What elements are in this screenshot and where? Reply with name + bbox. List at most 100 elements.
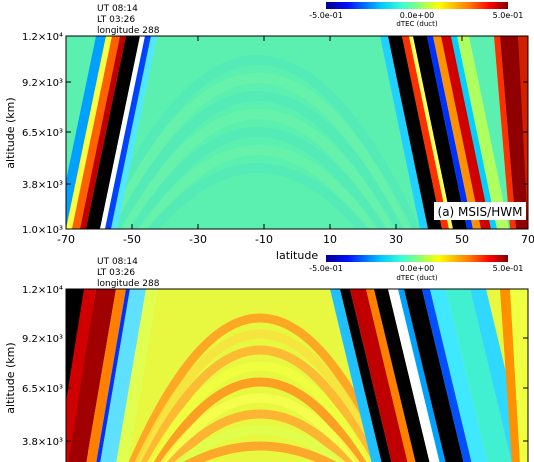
panel-b-arc bbox=[183, 441, 337, 462]
panel-a: UT 08:14 LT 03:26 longitude 288 -5.0e-01… bbox=[4, 2, 534, 262]
panel-b-right-band bbox=[388, 289, 440, 462]
panel-b-left-band bbox=[86, 289, 126, 462]
panel-b-info-lt: LT 03:26 bbox=[97, 268, 135, 278]
panel-b-colorbar-max: 5.0e-01 bbox=[493, 264, 524, 273]
panel-a-left-band bbox=[72, 36, 120, 229]
x-tick-label: 70 bbox=[521, 233, 534, 246]
panel-a-right-band bbox=[402, 36, 449, 229]
panel-b-right-band bbox=[446, 289, 512, 462]
y-tick-label: 3.8×10³ bbox=[22, 437, 63, 448]
panel-b-right-band bbox=[350, 289, 408, 462]
panel-b-colorbar: -5.0e-01 0.0e+00 5.0e-01 dTEC (duct) bbox=[309, 255, 523, 282]
panel-a-info-ut: UT 08:14 bbox=[97, 4, 138, 14]
panel-a-arc bbox=[129, 127, 387, 229]
x-tick-label: 50 bbox=[455, 233, 469, 246]
panel-b-colorbar-scale bbox=[326, 255, 508, 262]
y-tick-label: 6.5×10³ bbox=[22, 384, 63, 395]
panel-b-plot-area bbox=[66, 289, 528, 462]
panel-a-arc bbox=[146, 163, 370, 229]
panel-a-colorbar-min: -5.0e-01 bbox=[309, 11, 343, 20]
panel-b-arc bbox=[160, 393, 360, 462]
panel-a-arc bbox=[137, 145, 379, 229]
y-tick-label: 9.2×10³ bbox=[22, 334, 63, 345]
x-tick-label: -50 bbox=[123, 233, 141, 246]
panel-a-right-band bbox=[441, 36, 491, 229]
x-tick-label: -10 bbox=[255, 233, 273, 246]
panel-b-y-axis: 3.8×10³ 6.5×10³ 9.2×10³ 1.2×10⁴ bbox=[22, 285, 528, 448]
panel-b-arc bbox=[141, 345, 379, 462]
panel-b-arc bbox=[174, 425, 346, 462]
panel-b-right-band bbox=[366, 289, 416, 462]
panel-b-right-band bbox=[404, 289, 464, 462]
panel-a-right-band bbox=[409, 36, 453, 229]
panel-b-frame bbox=[65, 288, 529, 462]
panel-a-arc bbox=[120, 109, 396, 229]
y-tick-label: 1.2×10⁴ bbox=[22, 285, 63, 296]
panel-a-left-band bbox=[80, 36, 126, 229]
panel-a-left-band bbox=[111, 36, 157, 229]
panel-a-colorbar-mid: 0.0e+00 bbox=[400, 11, 435, 20]
y-tick-label: 1.2×10⁴ bbox=[22, 32, 63, 43]
panel-b-right-band bbox=[430, 289, 488, 462]
panel-b-info-ut: UT 08:14 bbox=[97, 257, 138, 267]
panel-a-colorbar-max: 5.0e-01 bbox=[493, 11, 524, 20]
x-tick-label: 10 bbox=[323, 233, 337, 246]
panel-a-right-band bbox=[380, 36, 428, 229]
y-tick-label: 9.2×10³ bbox=[22, 78, 63, 89]
panel-b: UT 08:14 LT 03:26 longitude 288 -5.0e-01… bbox=[4, 255, 529, 462]
panel-b-left-band bbox=[66, 289, 96, 462]
panel-b-right-band bbox=[398, 289, 446, 462]
panel-b-left-band bbox=[66, 289, 116, 462]
x-tick-label: 30 bbox=[389, 233, 403, 246]
panel-a-info-lt: LT 03:26 bbox=[97, 15, 135, 25]
panel-a-arc bbox=[103, 73, 413, 229]
panel-b-right-band bbox=[500, 289, 522, 462]
panel-b-right-band bbox=[340, 289, 392, 462]
panel-b-arc bbox=[134, 329, 386, 462]
panel-a-left-band bbox=[100, 36, 145, 229]
panel-b-left-band bbox=[100, 289, 146, 462]
panel-a-left-band bbox=[105, 36, 151, 229]
panel-b-arc bbox=[153, 377, 367, 462]
y-tick-label: 1.0×10³ bbox=[22, 225, 63, 236]
x-tick-label: -70 bbox=[57, 233, 75, 246]
panel-a-x-axis: -70 -50 -30 -10 10 30 50 70 bbox=[57, 36, 534, 246]
panel-a-plot-area bbox=[66, 36, 528, 229]
panel-b-arc bbox=[167, 409, 353, 462]
panel-a-y-axis: 1.0×10³ 3.8×10³ 6.5×10³ 9.2×10³ 1.2×10⁴ bbox=[22, 32, 528, 236]
panel-a-label: (a) MSIS/HWM bbox=[438, 205, 523, 219]
panel-b-colorbar-label: dTEC (duct) bbox=[396, 274, 437, 282]
panel-a-arc bbox=[95, 55, 421, 229]
panel-a-right-band bbox=[388, 36, 442, 229]
panel-b-left-band bbox=[116, 289, 158, 462]
panel-a-left-band bbox=[66, 36, 112, 229]
panel-b-right-band bbox=[510, 289, 528, 462]
panel-b-right-band bbox=[330, 289, 382, 462]
panel-b-right-band bbox=[422, 289, 472, 462]
panel-a-colorbar: -5.0e-01 0.0e+00 5.0e-01 dTEC (duct) bbox=[309, 2, 523, 28]
panel-b-y-axis-label: altitude (km) bbox=[4, 342, 17, 413]
panel-a-arc bbox=[112, 91, 404, 229]
panel-a-right-band bbox=[451, 36, 497, 229]
x-tick-label: -30 bbox=[189, 233, 207, 246]
panel-a-right-band bbox=[494, 36, 516, 229]
y-tick-label: 3.8×10³ bbox=[22, 180, 63, 191]
panel-b-colorbar-min: -5.0e-01 bbox=[309, 264, 343, 273]
panel-a-info-longitude: longitude 288 bbox=[97, 26, 160, 36]
panel-b-info-longitude: longitude 288 bbox=[97, 279, 160, 289]
panel-b-right-band bbox=[374, 289, 430, 462]
panel-b-arc bbox=[128, 313, 392, 462]
panel-a-label-box bbox=[434, 202, 526, 220]
panel-a-right-band bbox=[433, 36, 481, 229]
panel-a-right-band bbox=[427, 36, 473, 229]
panel-b-colorbar-mid: 0.0e+00 bbox=[400, 264, 435, 273]
panel-a-colorbar-label: dTEC (duct) bbox=[396, 20, 437, 28]
panel-b-left-band bbox=[96, 289, 130, 462]
y-tick-label: 6.5×10³ bbox=[22, 128, 63, 139]
panel-a-x-axis-label: latitude bbox=[276, 249, 318, 262]
panel-a-y-axis-label: altitude (km) bbox=[4, 97, 17, 168]
panel-a-colorbar-scale bbox=[326, 2, 508, 9]
panel-a-right-band bbox=[457, 36, 509, 229]
panel-a-right-band bbox=[413, 36, 467, 229]
